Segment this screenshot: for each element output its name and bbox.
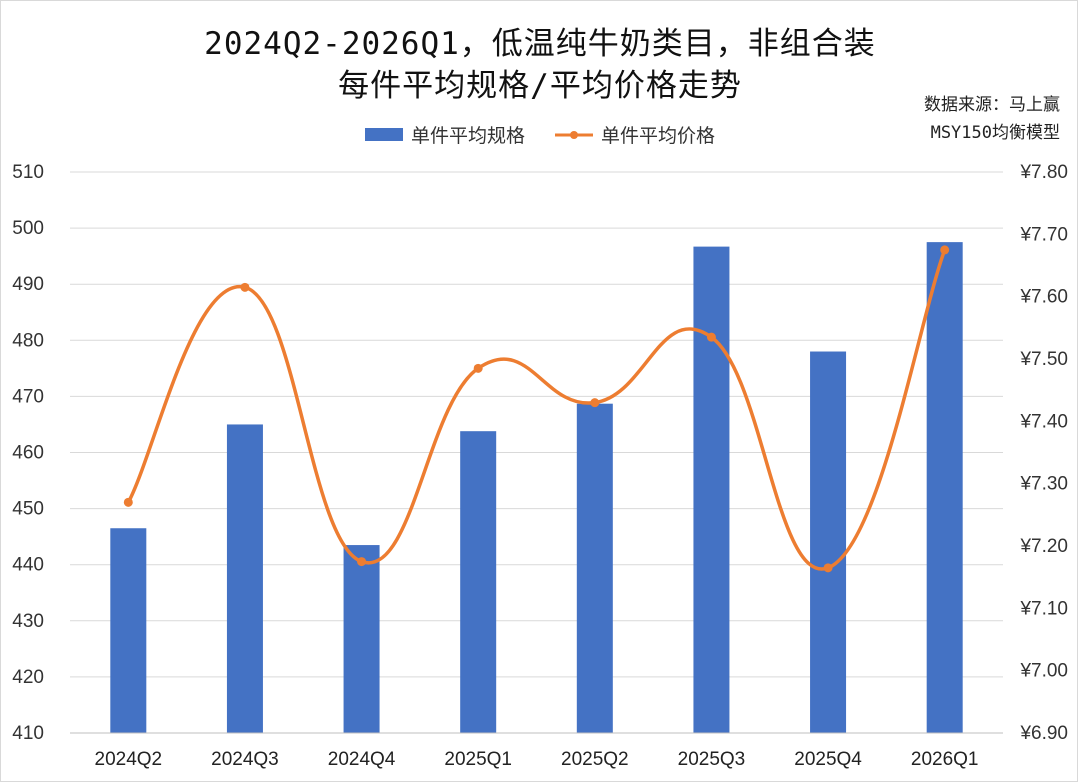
y-right-tick-label: ¥7.50 [1019,349,1068,370]
bar [460,431,497,733]
x-tick-label: 2025Q4 [794,749,862,770]
y-right-tick-label: ¥7.70 [1019,224,1068,245]
x-tick-label: 2024Q4 [328,749,396,770]
legend-line-swatch [555,130,593,139]
price-point [823,563,833,573]
x-tick-label: 2025Q1 [444,749,512,770]
y-left-tick-label: 490 [12,274,44,295]
price-point [706,332,716,342]
y-left-tick-label: 460 [12,443,44,464]
data-source: 数据来源：马上赢 [924,95,1060,115]
y-right-tick-label: ¥7.60 [1019,287,1068,308]
price-point [590,398,600,408]
y-right-tick-label: ¥7.80 [1019,162,1068,183]
bar [810,351,847,733]
x-tick-label: 2024Q2 [95,749,163,770]
price-point [240,282,250,292]
x-tick-label: 2026Q1 [911,749,979,770]
y-left-tick-label: 440 [12,555,44,576]
y-left-tick-label: 470 [12,386,44,407]
bar [693,246,730,733]
price-point [123,497,133,507]
chart-legend: 单件平均规格 单件平均价格 [0,121,1080,148]
price-point [357,557,367,567]
y-left-tick-label: 500 [12,218,44,239]
y-right-tick-label: ¥7.00 [1019,661,1068,682]
y-left-tick-label: 410 [12,723,44,744]
price-point [940,245,950,255]
chart-title-line1: 2024Q2-2026Q1，低温纯牛奶类目，非组合装 [204,26,876,62]
legend-bar-label: 单件平均规格 [410,125,525,147]
legend-item-bar: 单件平均规格 [364,121,525,148]
bar [343,545,380,733]
y-left-tick-label: 510 [12,162,44,183]
y-left-tick-label: 430 [12,611,44,632]
y-left-tick-label: 420 [12,667,44,688]
x-tick-label: 2025Q2 [561,749,629,770]
bar [926,242,963,733]
legend-bar-swatch [364,128,403,141]
legend-line-label: 单件平均价格 [601,125,716,147]
x-tick-label: 2024Q3 [211,749,279,770]
bar [110,528,147,733]
y-right-tick-label: ¥7.10 [1019,598,1068,619]
x-tick-label: 2025Q3 [678,749,746,770]
chart-title-line2: 每件平均规格/平均价格走势 [338,68,742,104]
y-right-tick-label: ¥7.40 [1019,411,1068,432]
y-left-tick-label: 450 [12,499,44,520]
price-point [473,363,483,373]
data-model: MSY150均衡模型 [930,123,1060,143]
y-right-tick-label: ¥7.20 [1019,536,1068,557]
bar [576,403,613,733]
y-right-tick-label: ¥6.90 [1019,723,1068,744]
legend-item-line: 单件平均价格 [555,121,715,148]
bar [226,424,263,733]
y-left-tick-label: 480 [12,330,44,351]
y-right-tick-label: ¥7.30 [1019,474,1068,495]
